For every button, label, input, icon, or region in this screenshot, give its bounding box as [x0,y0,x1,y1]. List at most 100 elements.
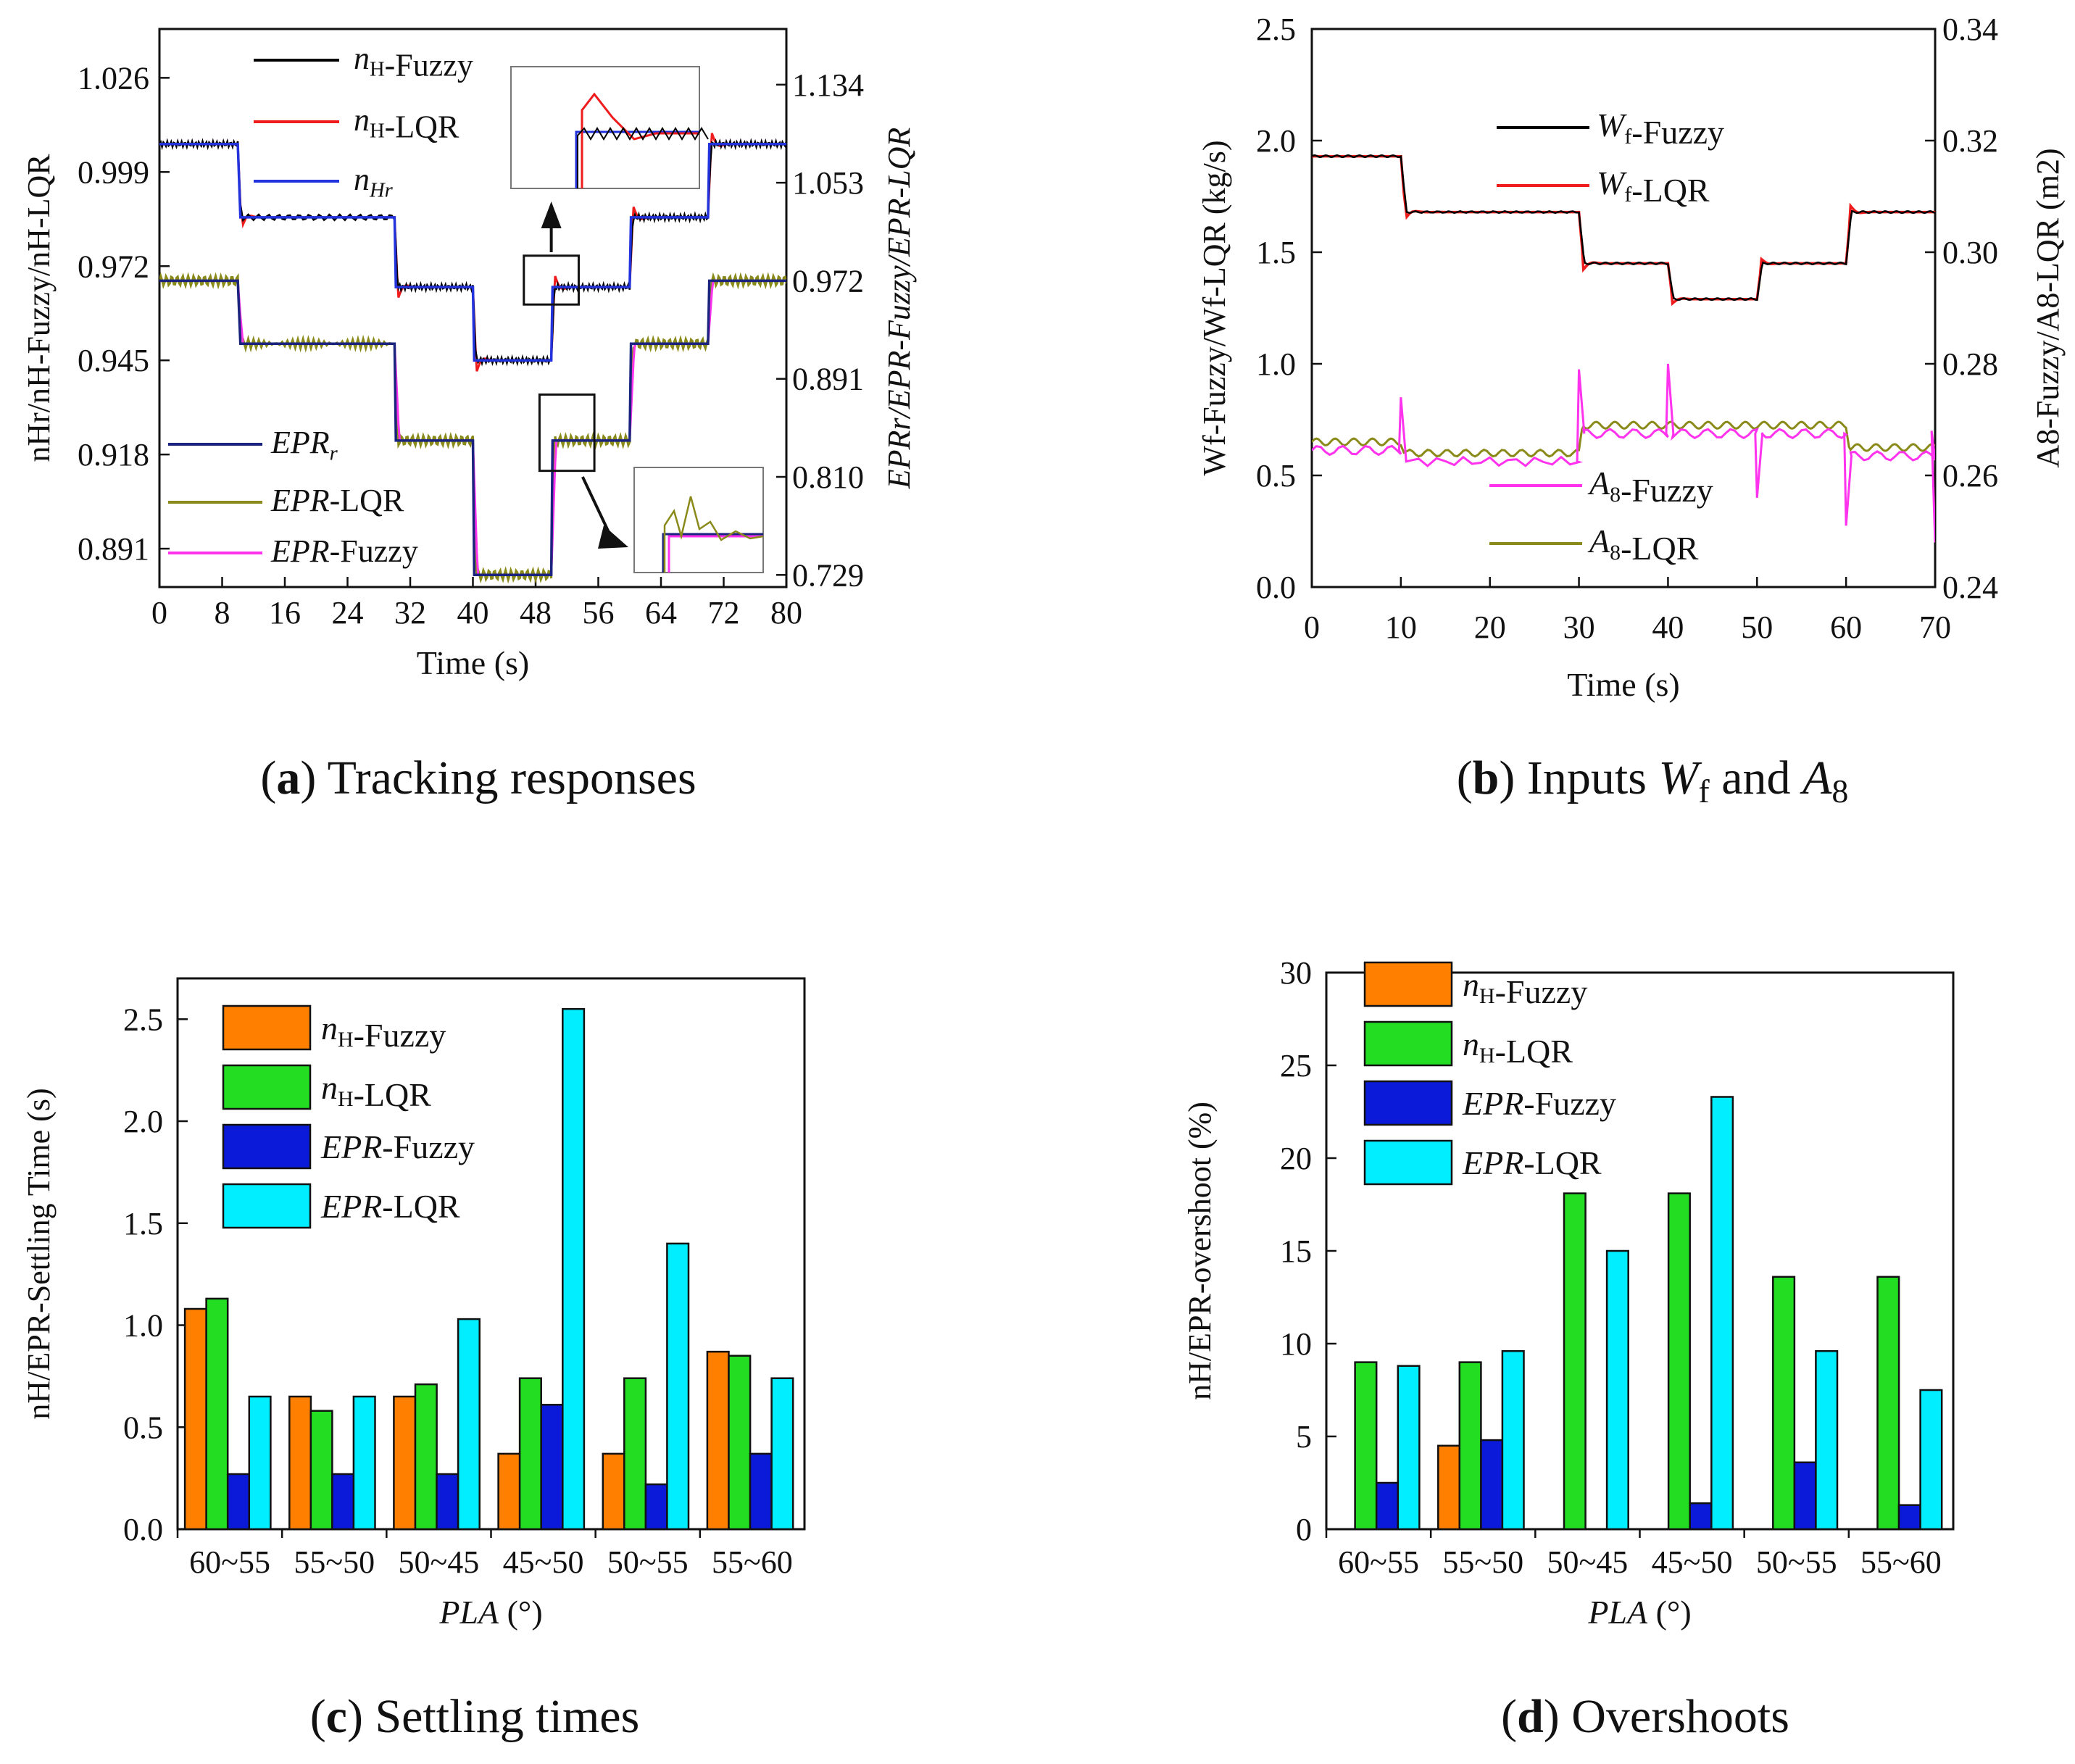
x-tick-label-a: 40 [457,595,489,631]
caption-c: (c) Settling times [310,1690,640,1743]
y-tick-label-c: 2.5 [123,1002,163,1037]
inset-nh [510,66,700,189]
y-tick-label-b: 2.0 [1256,123,1296,159]
bar-d-3-4 [1815,1349,1839,1531]
bar-c-0-0 [183,1307,207,1531]
x-tick-label-a: 8 [215,595,230,631]
bar-c-1-5 [728,1355,752,1531]
y-tick-label-d: 10 [1280,1326,1312,1362]
x-tick-label-b: 10 [1385,610,1417,645]
y-tick-label-d: 15 [1280,1233,1312,1269]
panel-d-overshoots: 0 5 10 15 20 25 30 60~55 55~50 50~45 45~50 50~55 55~… [1182,955,1955,1631]
x-tick-label-a: 0 [151,595,167,631]
y-tick-label-d: 20 [1280,1141,1312,1176]
legend-swatch-c [222,1064,312,1110]
arrow-up-head [541,201,562,228]
x-axis-label-a: Time (s) [417,644,530,681]
y-tick-label-b: 1.5 [1256,235,1296,270]
legend-label-b: Wf-Fuzzy [1597,107,1724,151]
y-tick-label-b: 2.5 [1256,12,1296,47]
x-tick-label-b: 0 [1304,610,1320,645]
legend-label-b: Wf-LQR [1597,165,1710,209]
x-tick-label-c: 50~55 [607,1544,689,1580]
bar-c-1-4 [623,1377,647,1531]
y-tick-label-a: 0.945 [78,343,149,378]
legend-label-c: nH-LQR [321,1069,431,1113]
legend-label-b: A8-Fuzzy [1587,465,1713,509]
bar-c-2-2 [436,1473,460,1531]
y-tick-label-a: 1.026 [78,60,149,96]
series-epr-lqr [159,272,786,584]
legend-label-d: EPR-Fuzzy [1462,1085,1616,1122]
bar-c-0-3 [497,1452,521,1531]
panel-b-inputs: 0 10 20 30 40 50 60 70 0.0 0.5 1.0 1.5 2.0 2.5 0.24 0.2… [1197,12,2066,703]
series-a8-fuzzy [1312,363,1935,543]
bar-d-3-0 [1397,1365,1421,1531]
inset-nh-ref [575,130,699,188]
legend-swatch-d [1363,1020,1453,1067]
bar-c-2-4 [644,1483,668,1531]
bar-c-3-0 [248,1395,272,1531]
y-tick-label-c: 0.0 [123,1512,163,1547]
bar-c-2-5 [749,1452,773,1531]
y2-tick-label-a: 1.053 [792,165,864,201]
caption-b: (b) Inputs Wf and A8 [1457,752,1849,810]
bar-d-2-3 [1689,1502,1713,1531]
bar-c-3-5 [770,1377,794,1531]
legend-swatch-c [222,1183,312,1229]
legend-swatch-c [222,1004,312,1051]
bar-c-1-2 [414,1383,438,1531]
series-nh-reference [159,143,786,362]
bar-c-3-3 [562,1007,586,1531]
x-tick-label-a: 32 [394,595,426,631]
inset-nh-fuzzy [577,127,709,188]
bar-d-1-2 [1563,1192,1587,1531]
y-tick-label-c: 0.5 [123,1410,163,1445]
legend-label-a: nHr [354,162,394,202]
x-tick-label-c: 50~45 [399,1544,480,1580]
legend-swatch-d [1363,1139,1453,1186]
y2-axis-label-a: EPRr/EPR-Fuzzy/EPR-LQR [881,128,917,490]
bar-d-1-4 [1772,1276,1796,1531]
legend-label-c: nH-Fuzzy [321,1010,446,1054]
legend-label-a: nH-LQR [354,102,460,145]
x-tick-label-a: 56 [583,595,615,631]
y2-axis-label-b: A8-Fuzzy/A8-LQR (m2) [2030,148,2066,467]
legend-label-b: A8-LQR [1587,523,1699,567]
bar-c-3-4 [666,1242,690,1531]
y-tick-label-b: 1.0 [1256,346,1296,382]
inset-nh-lqr [581,92,699,188]
y-tick-label-d: 25 [1280,1048,1312,1083]
plot-area-b [1310,28,1937,588]
arrow-down-head [598,525,628,549]
bar-c-1-1 [309,1410,333,1531]
y2-tick-label-b: 0.34 [1942,12,1998,47]
y2-tick-label-a: 0.972 [792,263,864,299]
panel-c-settling-times: 0.0 0.5 1.0 1.5 2.0 2.5 60~55 55~50 50~45 45~50 50… [21,977,806,1631]
legend-label-c: EPR-LQR [320,1188,460,1225]
x-tick-label-b: 30 [1563,610,1595,645]
x-tick-label-a: 72 [708,595,740,631]
y2-tick-label-b: 0.32 [1942,123,1998,159]
bar-d-0-1 [1437,1444,1461,1531]
legend-label-a: nH-Fuzzy [354,41,473,83]
legend-label-c: EPR-Fuzzy [320,1128,475,1165]
caption-a: (a) Tracking responses [260,752,696,804]
series-a8-lqr [1312,420,1935,458]
x-tick-label-d: 45~50 [1652,1544,1733,1580]
inset-epr-fuzzy [668,535,763,573]
legend-label-a: EPR-LQR [270,483,404,518]
y-tick-label-b: 0.0 [1256,570,1296,605]
series-epr-reference [159,279,786,577]
y2-tick-label-a: 1.134 [792,67,864,103]
bar-d-2-5 [1897,1504,1921,1531]
bar-c-1-0 [205,1297,229,1531]
bar-d-2-1 [1480,1439,1504,1531]
x-axis-label-d: PLA (°) [1587,1594,1691,1631]
y-axis-label-a: nHr/nH-Fuzzy/nH-LQR [21,154,57,462]
bar-d-1-5 [1876,1276,1900,1531]
y-tick-label-c: 2.0 [123,1104,163,1139]
bar-c-2-1 [331,1473,355,1531]
y2-tick-label-b: 0.28 [1942,346,1998,382]
bar-c-2-0 [226,1473,251,1531]
